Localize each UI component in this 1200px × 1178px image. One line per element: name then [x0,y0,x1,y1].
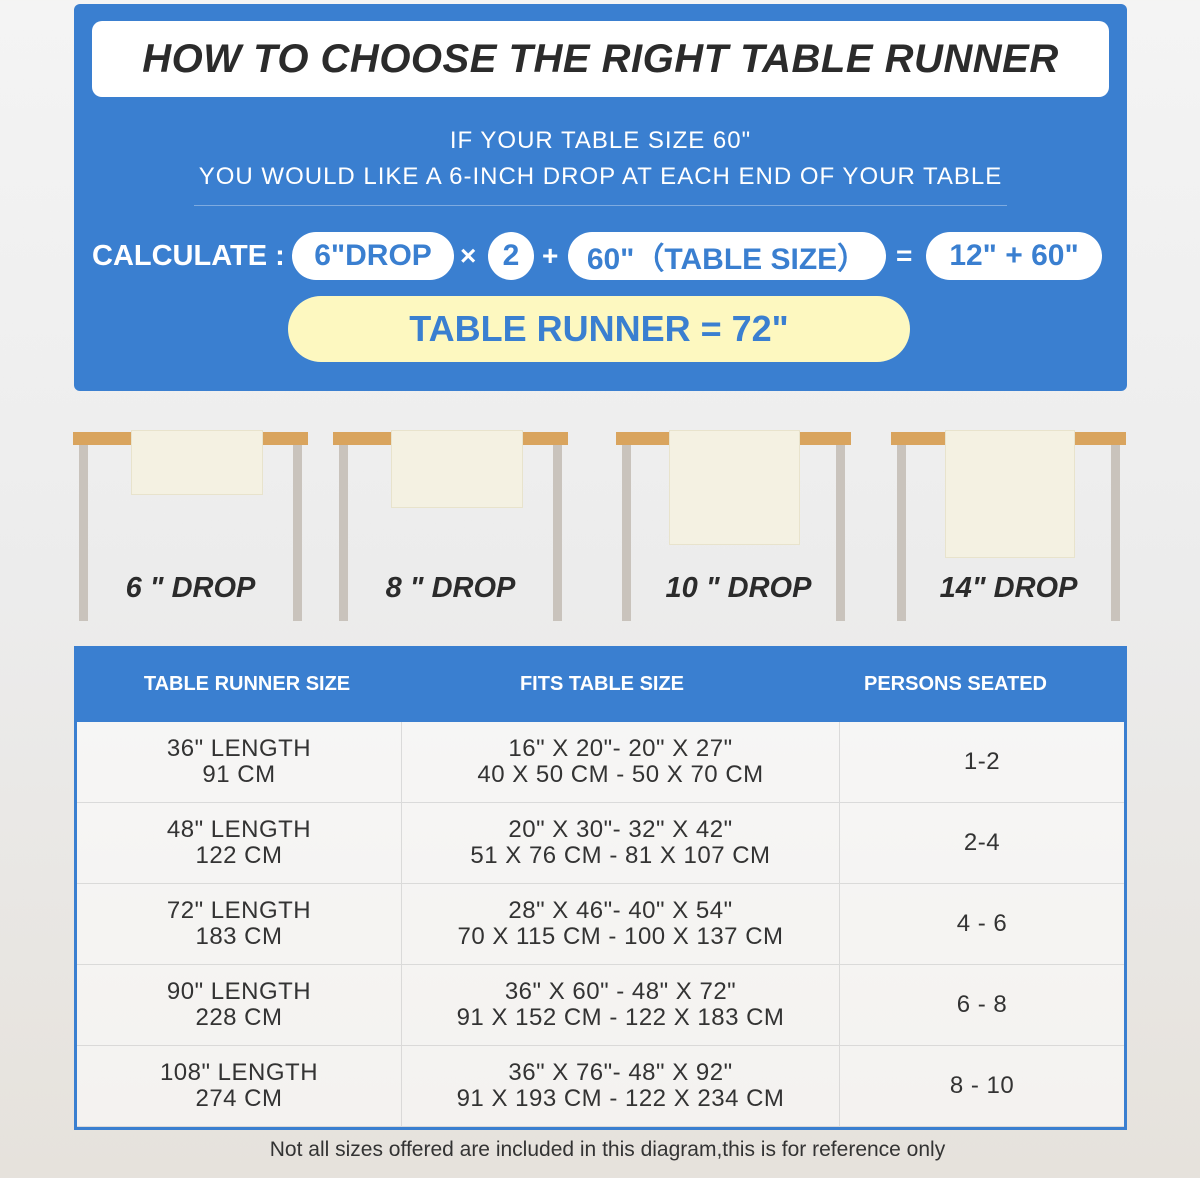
intro-line-2: YOU WOULD LIKE A 6-INCH DROP AT EACH END… [198,163,1003,190]
runner-size-cell: 36" LENGTH 91 CM [77,722,402,802]
runner-size-cell: 90" LENGTH 228 CM [77,965,402,1045]
fits-cm: 91 X 152 CM - 122 X 183 CM [456,1004,785,1031]
table-leg [339,445,348,621]
length-cm: 183 CM [195,923,283,950]
table-header: TABLE RUNNER SIZE FITS TABLE SIZE PERSON… [77,646,1124,722]
length-inches: 48" LENGTH [166,816,312,843]
sum-pill: 12" + 60" [926,232,1102,280]
calculate-label: CALCULATE : [92,240,285,272]
persons-seated-cell: 1-2 [963,748,1001,775]
runner-size-cell: 48" LENGTH 122 CM [77,803,402,883]
multiplier-pill: 2 [488,232,534,280]
runner-size-cell: 72" LENGTH 183 CM [77,884,402,964]
runner-size-cell: 108" LENGTH 274 CM [77,1046,402,1126]
fits-inches: 28" X 46"- 40" X 54" [508,897,733,924]
fits-table-size-cell: 36" X 76"- 48" X 92" 91 X 193 CM - 122 X … [402,1046,840,1126]
table-leg [1111,445,1120,621]
table-runner-image [391,430,523,508]
persons-seated-cell: 6 - 8 [956,991,1008,1018]
persons-seated-cell: 8 - 10 [949,1072,1015,1099]
size-table: TABLE RUNNER SIZE FITS TABLE SIZE PERSON… [74,646,1127,1130]
drop-label: 6 " DROP [125,572,256,604]
drop-label: 8 " DROP [385,572,516,604]
length-cm: 228 CM [195,1004,283,1031]
length-inches: 36" LENGTH [166,735,312,762]
drop-label: 10 " DROP [665,572,812,604]
persons-seated-cell: 4 - 6 [956,910,1008,937]
table-row: 72" LENGTH 183 CM 28" X 46"- 40" X 54" 70 … [77,884,1124,965]
length-inches: 72" LENGTH [166,897,312,924]
fits-table-size-cell: 28" X 46"- 40" X 54" 70 X 115 CM - 100 X … [402,884,840,964]
table-leg [553,445,562,621]
length-cm: 91 CM [202,761,276,788]
table-row: 48" LENGTH 122 CM 20" X 30"- 32" X 42" 51 … [77,803,1124,884]
header-runner-size: TABLE RUNNER SIZE [143,672,351,695]
header-persons-seated: PERSONS SEATED [864,672,1047,695]
table-size-pill: 60"（TABLE SIZE） [568,232,886,280]
fits-inches: 16" X 20"- 20" X 27" [508,735,733,762]
table-runner-image [131,430,263,495]
equals-sign: = [896,240,913,271]
length-inches: 90" LENGTH [166,978,312,1005]
intro-line-1: IF YOUR TABLE SIZE 60" [449,127,752,154]
length-cm: 122 CM [195,842,283,869]
footnote: Not all sizes offered are included in th… [269,1138,946,1161]
times-sign: × [460,240,477,271]
fits-inches: 36" X 76"- 48" X 92" [508,1059,733,1086]
header-fits-table-size: FITS TABLE SIZE [519,672,685,695]
table-leg [836,445,845,621]
length-inches: 108" LENGTH [159,1059,319,1086]
table-row: 90" LENGTH 228 CM 36" X 60" - 48" X 72" 91… [77,965,1124,1046]
table-row: 108" LENGTH 274 CM 36" X 76"- 48" X 92" 91… [77,1046,1124,1127]
fits-cm: 91 X 193 CM - 122 X 234 CM [456,1085,785,1112]
fits-table-size-cell: 36" X 60" - 48" X 72" 91 X 152 CM - 122 X… [402,965,840,1045]
persons-seated-cell: 2-4 [963,829,1001,856]
fits-inches: 20" X 30"- 32" X 42" [508,816,733,843]
table-row: 36" LENGTH 91 CM 16" X 20"- 20" X 27" 40 X… [77,722,1124,803]
table-runner-image [945,430,1075,558]
fits-table-size-cell: 20" X 30"- 32" X 42" 51 X 76 CM - 81 X 10… [402,803,840,883]
table-leg [79,445,88,621]
fits-cm: 51 X 76 CM - 81 X 107 CM [470,842,771,869]
drop-label: 14" DROP [939,572,1078,604]
divider [194,205,1007,206]
fits-cm: 40 X 50 CM - 50 X 70 CM [477,761,764,788]
page-title: HOW TO CHOOSE THE RIGHT TABLE RUNNER [92,21,1109,97]
fits-cm: 70 X 115 CM - 100 X 137 CM [457,923,784,950]
length-cm: 274 CM [195,1085,283,1112]
drop-pill: 6"DROP [292,232,454,280]
plus-sign: + [542,240,559,271]
calculation-panel: HOW TO CHOOSE THE RIGHT TABLE RUNNER IF … [74,4,1127,391]
table-leg [622,445,631,621]
fits-table-size-cell: 16" X 20"- 20" X 27" 40 X 50 CM - 50 X 70… [402,722,840,802]
table-leg [897,445,906,621]
table-runner-image [669,430,800,545]
fits-inches: 36" X 60" - 48" X 72" [504,978,737,1005]
result-pill: TABLE RUNNER = 72" [288,296,910,362]
table-leg [293,445,302,621]
